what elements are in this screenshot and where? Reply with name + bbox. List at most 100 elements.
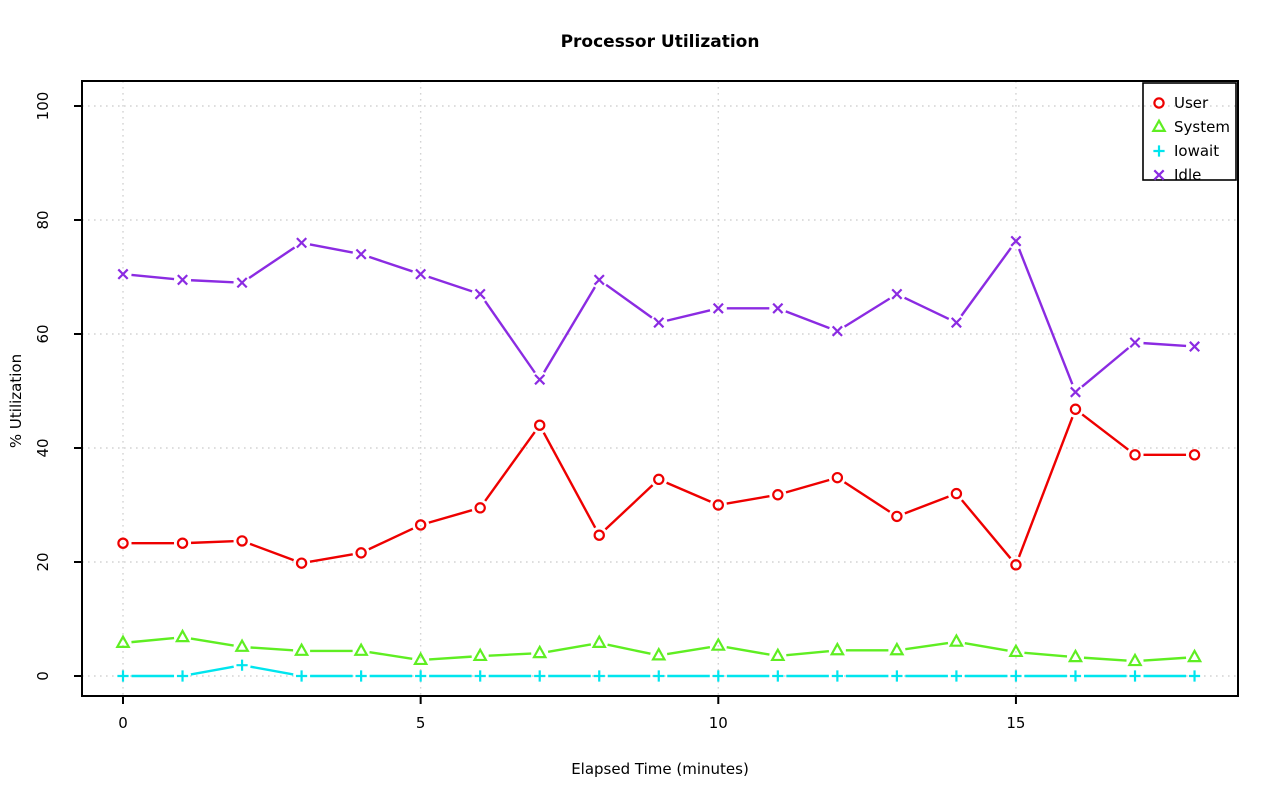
series-user-marker [1069, 403, 1082, 415]
plot-border [81, 80, 1239, 697]
series-system-line [547, 643, 592, 653]
series-idle-line [543, 286, 596, 373]
series-system-line [488, 652, 532, 657]
series-user-line [249, 542, 295, 562]
series-idle-marker [177, 274, 189, 286]
series-system-marker [115, 634, 131, 648]
series-iowait-marker [593, 670, 605, 682]
series-idle-marker [1129, 337, 1141, 349]
series-user-line [309, 553, 353, 563]
series-system-marker [294, 642, 310, 656]
series-idle-line [309, 243, 353, 254]
series-idle-marker [236, 277, 248, 289]
series-system-marker [710, 637, 726, 651]
legend-label-system: System [1174, 118, 1230, 136]
series-idle-line [605, 283, 653, 319]
series-idle-marker [593, 274, 605, 286]
series-idle-line [904, 296, 950, 321]
series-system-line [429, 655, 472, 661]
series-system-line [905, 641, 949, 651]
series-iowait-marker [295, 670, 308, 682]
legend-label-user: User [1174, 94, 1209, 112]
series-user-marker [1129, 449, 1141, 461]
series-system-marker [948, 633, 964, 647]
series-idle-marker [772, 302, 784, 314]
series-system-marker [472, 647, 488, 662]
series-user-marker [176, 537, 189, 549]
series-user-marker [1010, 559, 1022, 571]
series-user-line [1017, 416, 1074, 558]
series-idle-line [1017, 248, 1074, 385]
series-system-marker [234, 638, 250, 652]
series-user-line [484, 431, 536, 502]
y-axis-tick-label: 40 [34, 438, 52, 457]
series-system-marker [532, 644, 548, 659]
series-system-marker [1067, 648, 1084, 663]
series-iowait-marker [117, 670, 129, 682]
series-iowait-marker [831, 670, 843, 682]
legend-marker-system [1151, 118, 1167, 132]
series-iowait-marker [1129, 670, 1141, 682]
legend-marker-user [1153, 97, 1165, 109]
series-idle-line [960, 247, 1012, 317]
series-idle-marker [296, 237, 308, 249]
x-axis-title: Elapsed Time (minutes) [571, 760, 749, 778]
series-idle-marker [1070, 386, 1081, 398]
x-axis-tick-label: 10 [709, 714, 728, 732]
series-system-line [786, 649, 830, 657]
y-axis-tick-label: 0 [34, 671, 52, 681]
series-iowait-marker [236, 659, 248, 671]
series-idle-marker [415, 268, 427, 280]
series-idle-marker [534, 374, 546, 386]
series-user-line [843, 481, 891, 513]
series-system-line [190, 637, 234, 647]
legend-box [1142, 82, 1237, 181]
series-user-marker [950, 487, 963, 500]
series-idle-line [1143, 341, 1187, 348]
series-system-marker [1127, 652, 1143, 667]
series-idle-line [666, 309, 711, 322]
y-axis-tick-label: 80 [34, 210, 52, 229]
y-axis-tick-label: 20 [34, 552, 52, 571]
series-user-line [542, 432, 597, 529]
series-idle-marker [355, 248, 367, 260]
series-idle-marker [712, 302, 724, 314]
series-user-marker [1188, 449, 1201, 461]
series-system-line [250, 646, 294, 652]
series-iowait-marker [176, 670, 189, 682]
series-iowait-marker [534, 670, 546, 682]
series-system-line [131, 636, 175, 644]
series-user-marker [295, 557, 308, 569]
series-system-marker [829, 641, 845, 656]
series-idle-line [843, 297, 891, 328]
series-user-line [726, 495, 770, 505]
series-system-marker [651, 646, 667, 661]
series-user-marker [236, 535, 248, 547]
series-system-line [964, 642, 1008, 652]
series-idle-line [484, 300, 536, 374]
series-system-line [369, 651, 413, 660]
series-user-marker [117, 537, 129, 549]
series-system-marker [353, 642, 369, 656]
series-user-marker [772, 489, 784, 501]
series-idle-line [785, 310, 830, 330]
series-system-marker [413, 651, 429, 666]
series-idle-marker [831, 325, 843, 337]
series-idle-marker [891, 288, 903, 300]
series-system-marker [1186, 648, 1203, 663]
series-user-line [666, 481, 711, 503]
series-user-line [604, 484, 654, 531]
y-axis-tick-label: 60 [34, 324, 52, 343]
series-user-line [785, 478, 830, 494]
series-user-line [368, 527, 414, 551]
series-system-marker [770, 647, 786, 662]
series-idle-line [368, 255, 413, 273]
series-user-marker [593, 529, 605, 541]
series-iowait-marker [712, 670, 724, 682]
series-idle-marker [474, 288, 486, 300]
series-iowait-marker [1010, 670, 1022, 682]
series-iowait-line [250, 665, 294, 676]
series-user-line [904, 495, 949, 515]
series-idle-line [131, 273, 175, 281]
